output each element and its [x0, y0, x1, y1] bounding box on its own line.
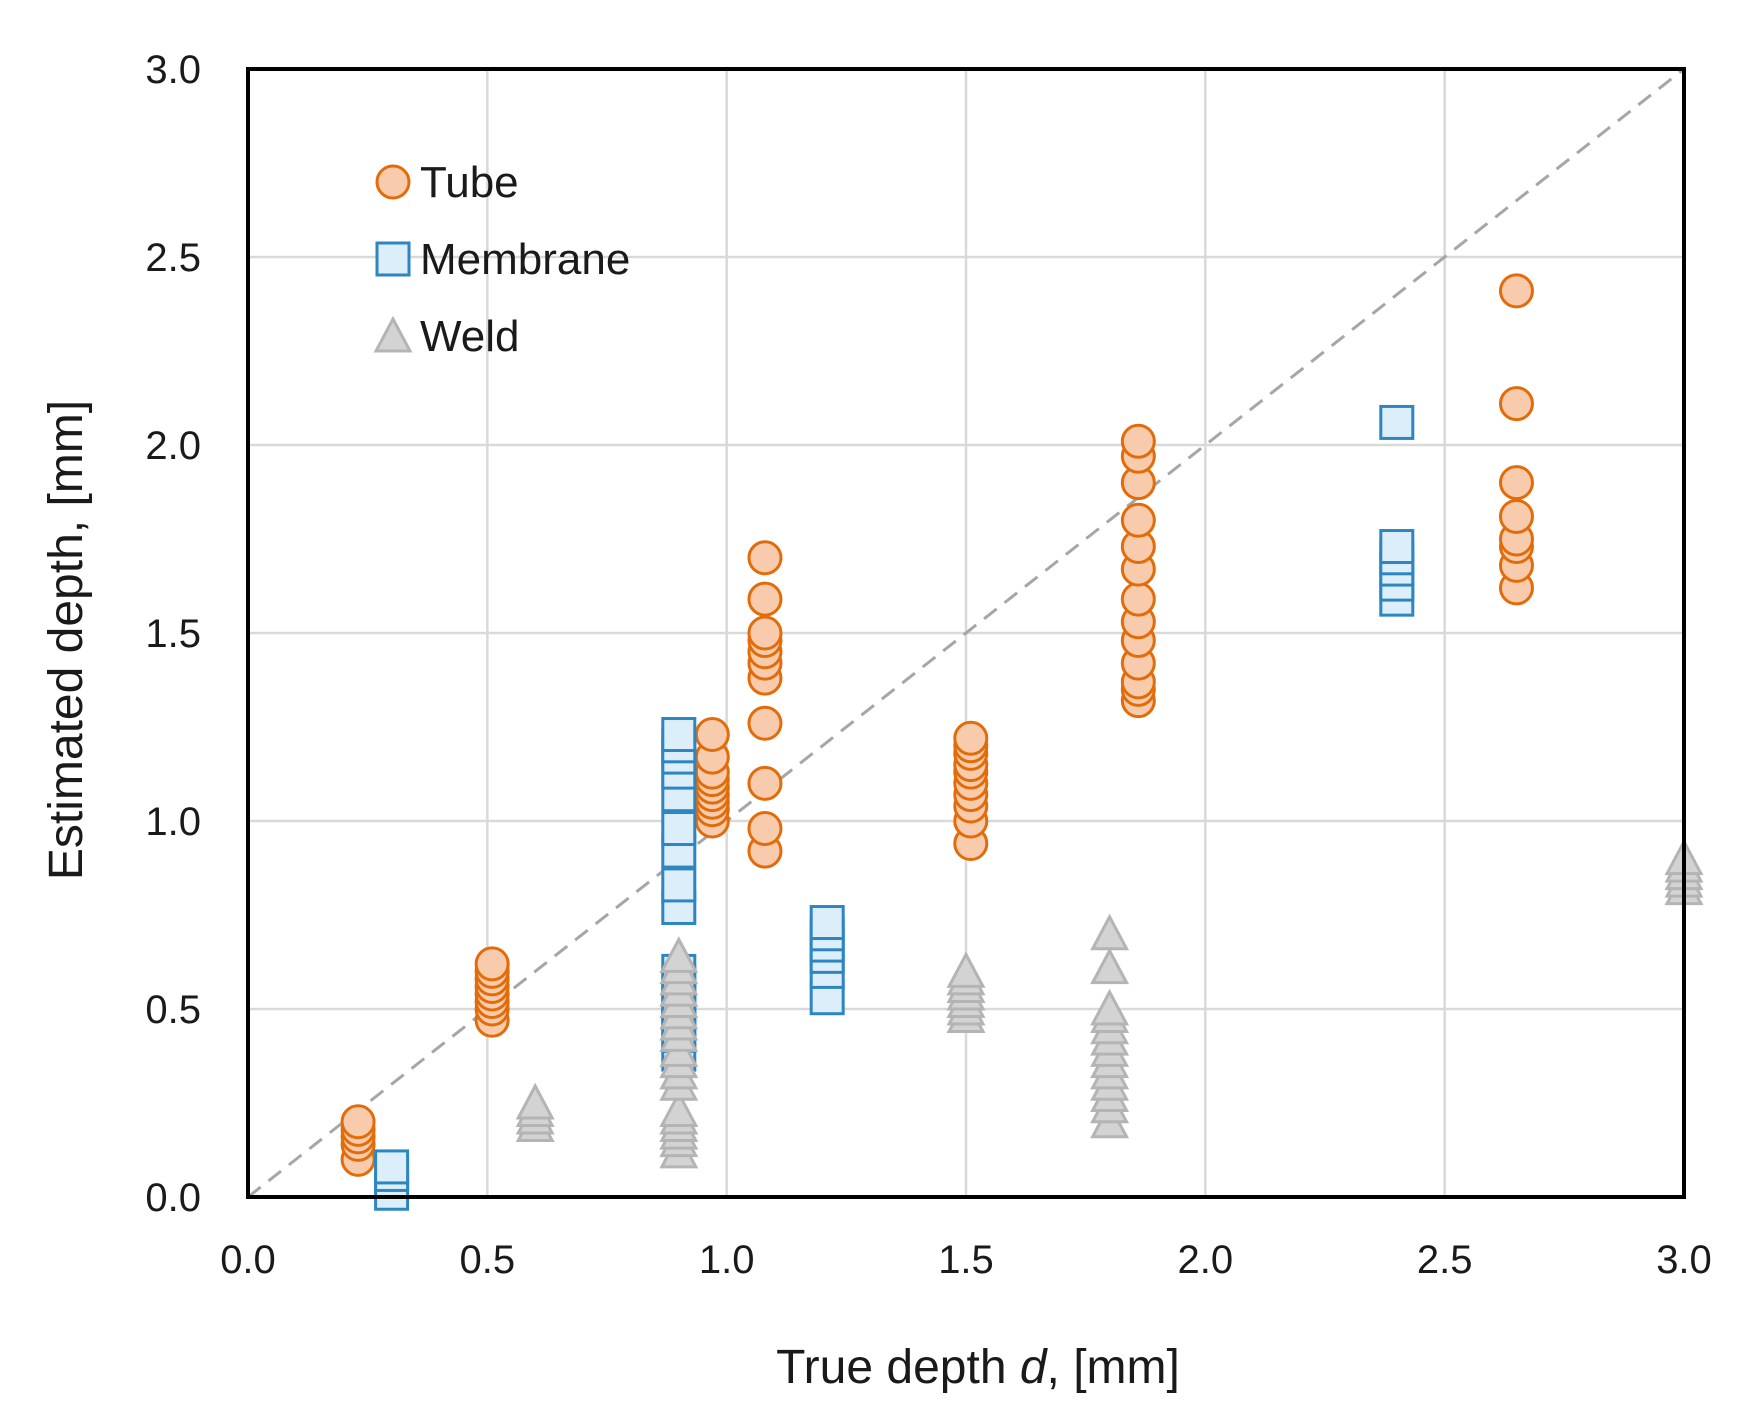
tube-point-32: [747, 540, 783, 576]
x-tick-label-0: 0.0: [220, 1238, 276, 1282]
tube-point-63: [1498, 273, 1534, 309]
weld-point-28: [946, 951, 986, 988]
x-tick-label-1: 0.5: [460, 1238, 516, 1282]
y-tick-label-3: 1.5: [145, 612, 201, 656]
x-tick-label-3: 1.5: [938, 1238, 994, 1282]
legend-marker-membrane: [375, 241, 411, 277]
series-weld: [515, 838, 1704, 1169]
tube-point-42: [953, 720, 989, 756]
membrane-point-30: [1379, 404, 1415, 440]
membrane-point-29: [1379, 529, 1415, 565]
data-points: [340, 273, 1704, 1211]
legend-label-membrane: Membrane: [420, 235, 630, 284]
tube-point-30: [747, 615, 783, 651]
y-tick-label-2: 1.0: [145, 800, 201, 844]
y-tick-label-6: 3.0: [145, 48, 201, 92]
y-tick-labels: 0.0 0.5 1.0 1.5 2.0 2.5 3.0: [145, 48, 201, 1220]
y-tick-label-1: 0.5: [145, 988, 201, 1032]
tube-point-61: [1498, 465, 1534, 501]
y-axis-title: Estimated depth, [mm]: [40, 400, 93, 880]
legend-item-membrane: Membrane: [375, 235, 630, 284]
tube-point-24: [747, 765, 783, 801]
legend-marker-tube: [375, 164, 411, 200]
legend: Tube Membrane Weld: [373, 158, 630, 361]
x-tick-label-6: 3.0: [1656, 1238, 1712, 1282]
weld-point-3: [515, 1082, 555, 1120]
tube-point-25: [747, 705, 783, 741]
x-tick-label-2: 1.0: [699, 1238, 755, 1282]
x-tick-label-4: 2.0: [1178, 1238, 1234, 1282]
x-tick-label-5: 2.5: [1417, 1238, 1473, 1282]
tube-point-31: [747, 581, 783, 617]
weld-point-41: [1090, 913, 1130, 951]
membrane-point-13: [661, 811, 697, 847]
membrane-point-2: [374, 1149, 410, 1185]
y-tick-label-0: 0.0: [145, 1176, 201, 1220]
tube-point-60: [1498, 498, 1534, 534]
series-tube: [340, 273, 1534, 1177]
legend-item-tube: Tube: [375, 158, 519, 207]
legend-label-weld: Weld: [420, 312, 519, 361]
x-tick-labels: 0.0 0.5 1.0 1.5 2.0 2.5 3.0: [220, 1238, 1712, 1282]
legend-item-weld: Weld: [373, 312, 519, 361]
weld-point-39: [1090, 988, 1130, 1026]
legend-marker-weld: [373, 315, 413, 353]
tube-point-62: [1498, 386, 1534, 422]
y-tick-label-5: 2.5: [145, 236, 201, 280]
membrane-point-18: [661, 717, 697, 753]
plot-frame: [246, 67, 1686, 1199]
tube-point-4: [340, 1104, 376, 1140]
tube-point-23: [747, 811, 783, 847]
membrane-point-24: [809, 905, 845, 941]
weld-point-9: [659, 1090, 699, 1128]
x-axis-title-variable: d: [1020, 1341, 1048, 1394]
weld-point-40: [1090, 947, 1130, 985]
membrane-point-11: [661, 867, 697, 903]
y-tick-label-4: 2.0: [145, 424, 201, 468]
tube-point-49: [1120, 581, 1156, 617]
legend-label-tube: Tube: [420, 158, 519, 207]
weld-point-21: [659, 936, 699, 973]
tube-point-52: [1120, 502, 1156, 538]
tube-point-21: [694, 717, 730, 753]
tube-point-55: [1120, 423, 1156, 459]
series-membrane: [374, 404, 1415, 1211]
reference-line-y-equals-x: [247, 67, 1685, 1199]
x-axis-title-text: True depth: [776, 1341, 1020, 1394]
x-axis-title-unit: , [mm]: [1047, 1341, 1180, 1394]
tube-point-12: [474, 946, 510, 982]
x-axis-title: True depth d, [mm]: [776, 1341, 1180, 1394]
